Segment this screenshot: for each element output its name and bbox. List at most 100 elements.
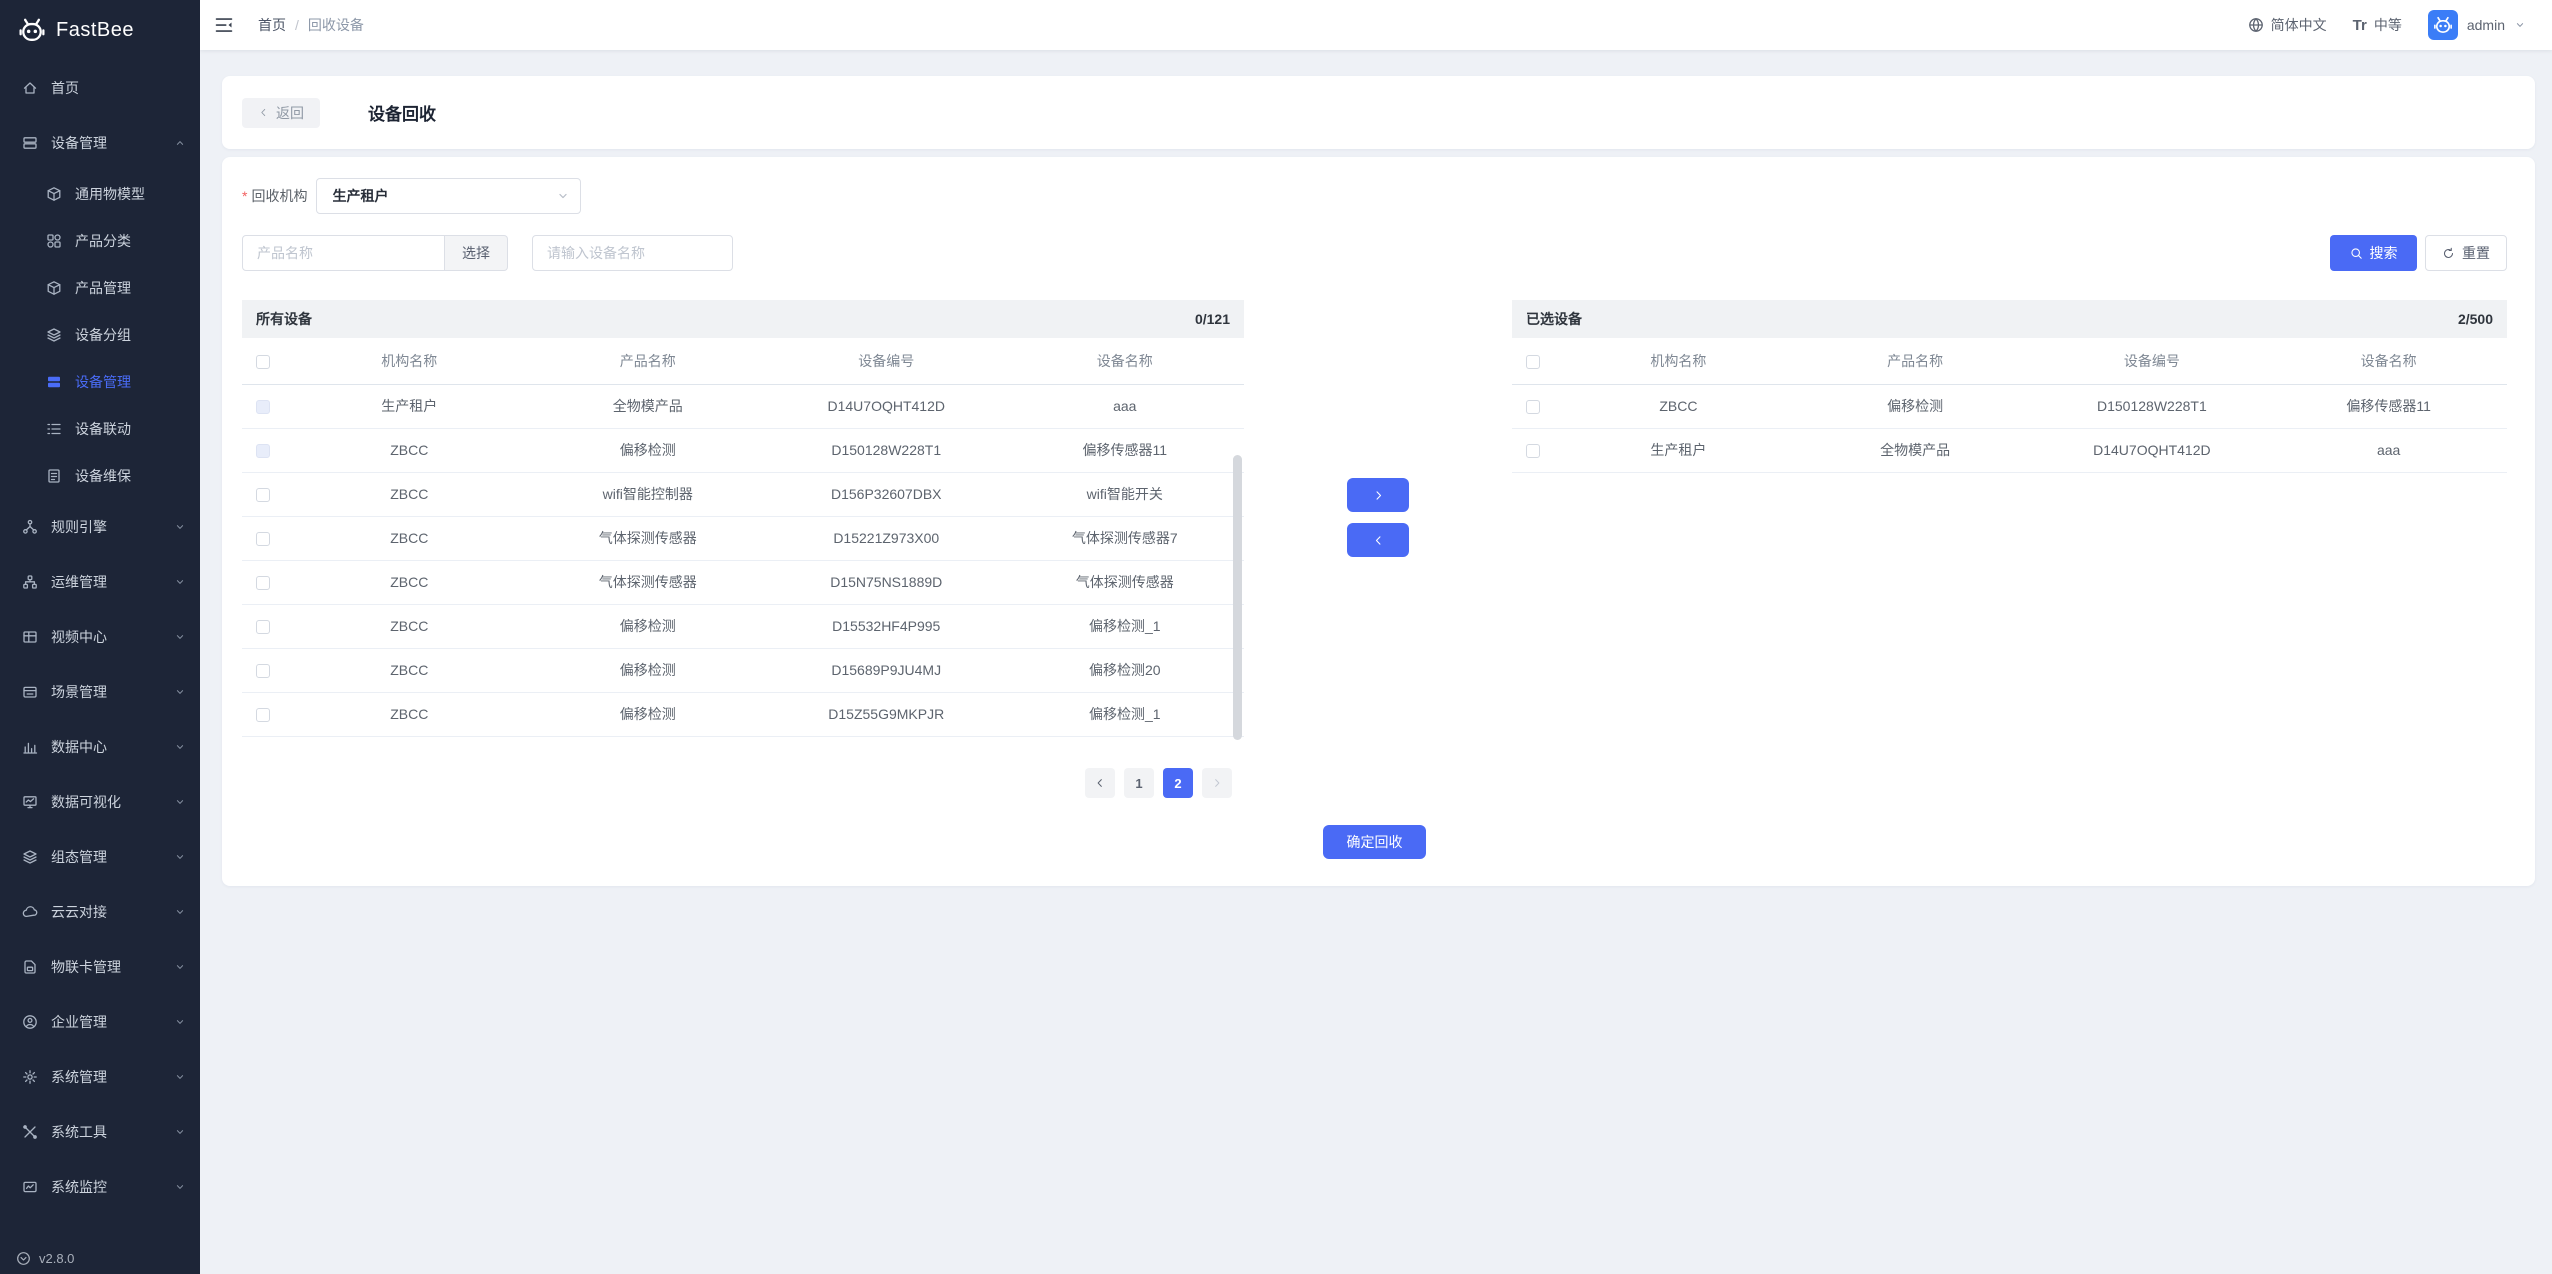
column-header: 产品名称: [1796, 338, 2034, 385]
sidebar-item-home[interactable]: 首页: [0, 60, 200, 115]
back-button[interactable]: 返回: [242, 97, 320, 128]
sidebar-item-product-category[interactable]: 产品分类: [0, 217, 200, 264]
sidebar-toggle[interactable]: [214, 15, 234, 35]
selected-devices-panel: 已选设备 2/500 机构名称 产品名称 设备编号 设备名称 ZBCC 偏移检测 D1501…: [1512, 300, 2507, 744]
confirm-recycle-button[interactable]: 确定回收: [1323, 825, 1426, 859]
product-name-input[interactable]: [242, 235, 445, 271]
chevron-down-icon: [174, 961, 186, 973]
sidebar-item-scene-management[interactable]: 场景管理: [0, 664, 200, 719]
sidebar-item-device-management[interactable]: 设备管理: [0, 115, 200, 170]
panel-count: 0/121: [1194, 311, 1230, 327]
table-row: ZBCC 偏移检测 D15532HF4P995 偏移检测_1: [242, 604, 1244, 649]
product-select-button[interactable]: 选择: [445, 235, 508, 271]
recycle-card: * 回收机构 生产租户 选择 搜索: [222, 157, 2535, 886]
select-all-checkbox[interactable]: [256, 354, 270, 369]
row-checkbox[interactable]: [1526, 400, 1540, 415]
sidebar-item-label: 数据中心: [51, 738, 107, 755]
chevron-down-icon: [174, 796, 186, 808]
row-checkbox[interactable]: [256, 708, 270, 723]
device-name-input[interactable]: [532, 235, 733, 271]
page-title: 设备回收: [368, 105, 436, 124]
select-all-cell: [1512, 338, 1560, 385]
cell-org-name: ZBCC: [290, 428, 529, 473]
sidebar-item-enterprise-management[interactable]: 企业管理: [0, 994, 200, 1049]
sidebar-item-system-tools[interactable]: 系统工具: [0, 1104, 200, 1159]
sidebar-item-general-model[interactable]: 通用物模型: [0, 170, 200, 217]
panel-title: 已选设备: [1526, 311, 1582, 327]
move-to-all-button[interactable]: [1347, 523, 1409, 557]
cell-device-name: 偏移检测20: [1005, 648, 1244, 693]
sidebar-item-product-management[interactable]: 产品管理: [0, 264, 200, 311]
chevron-down-icon: [174, 1181, 186, 1193]
table-scrollbar[interactable]: [1233, 455, 1242, 740]
username: admin: [2466, 17, 2505, 33]
org-form-row: * 回收机构 生产租户: [242, 178, 582, 214]
sidebar-item-system-management[interactable]: 系统管理: [0, 1049, 200, 1104]
sidebar-item-data-visualization[interactable]: 数据可视化: [0, 774, 200, 829]
row-checkbox[interactable]: [256, 620, 270, 635]
breadcrumb-home[interactable]: 首页: [258, 17, 286, 33]
page-content: 返回 设备回收 * 回收机构 生产租户 选择: [200, 50, 2552, 1274]
row-checkbox[interactable]: [256, 488, 270, 503]
move-to-selected-button[interactable]: [1347, 478, 1409, 512]
chevron-down-icon: [174, 521, 186, 533]
sidebar-item-topology-management[interactable]: 组态管理: [0, 829, 200, 884]
row-checkbox[interactable]: [256, 576, 270, 591]
sidebar-item-device-linkage[interactable]: 设备联动: [0, 405, 200, 452]
sidebar-item-data-center[interactable]: 数据中心: [0, 719, 200, 774]
system-tools-icon: [22, 1124, 38, 1140]
filter-form-row: 选择 搜索 重置: [242, 235, 2507, 271]
sidebar-item-label: 组态管理: [51, 848, 107, 865]
cell-device-name: 气体探测传感器: [1005, 560, 1244, 605]
cell-device-serial: D15N75NS1889D: [767, 560, 1006, 605]
pagination-prev-button[interactable]: [1085, 768, 1115, 798]
chevron-down-icon: [174, 906, 186, 918]
cell-org-name: ZBCC: [290, 692, 529, 737]
cell-device-name: aaa: [1005, 384, 1244, 429]
sidebar-item-rule-engine[interactable]: 规则引擎: [0, 499, 200, 554]
transfer-controls: [1244, 300, 1512, 744]
sidebar-item-label: 规则引擎: [51, 518, 107, 535]
sidebar-item-label: 产品管理: [75, 279, 131, 296]
select-all-checkbox[interactable]: [1526, 354, 1540, 369]
table-row: 生产租户 全物模产品 D14U7OQHT412D aaa: [242, 384, 1244, 429]
cell-device-serial: D150128W228T1: [2033, 384, 2271, 429]
chevron-left-icon: [1372, 534, 1385, 547]
pagination-page-2[interactable]: 2: [1163, 768, 1193, 798]
cell-org-name: 生产租户: [1560, 428, 1797, 473]
user-menu[interactable]: admin: [2427, 10, 2526, 40]
device-group-icon: [46, 327, 62, 343]
language-switcher[interactable]: 简体中文: [2248, 15, 2327, 35]
sidebar-item-device-group[interactable]: 设备分组: [0, 311, 200, 358]
row-checkbox[interactable]: [1526, 444, 1540, 459]
chevron-down-icon: [174, 631, 186, 643]
checkbox-cell: [1512, 428, 1560, 473]
search-button[interactable]: 搜索: [2330, 235, 2417, 271]
row-checkbox: [256, 444, 270, 459]
sidebar-item-sim-card-management[interactable]: 物联卡管理: [0, 939, 200, 994]
cell-device-name: 气体探测传感器7: [1005, 516, 1244, 561]
globe-icon: [2248, 17, 2264, 33]
all-devices-panel: 所有设备 0/121 机构名称 产品名称 设备编号 设备名称 生产租户 全物模产品 D14U…: [242, 300, 1244, 798]
sidebar-item-device-maintenance[interactable]: 设备维保: [0, 452, 200, 499]
org-select[interactable]: 生产租户: [316, 178, 582, 214]
cell-device-name: 偏移传感器11: [1005, 428, 1244, 473]
font-size-switcher[interactable]: Tr 中等: [2353, 15, 2402, 35]
reset-button[interactable]: 重置: [2425, 235, 2507, 271]
row-checkbox: [256, 400, 270, 415]
data-center-icon: [22, 739, 38, 755]
chevron-down-icon: [174, 741, 186, 753]
sidebar-item-video-center[interactable]: 视频中心: [0, 609, 200, 664]
selected-devices-table: 机构名称 产品名称 设备编号 设备名称 ZBCC 偏移检测 D150128W228T1 偏移传…: [1512, 338, 2507, 473]
table-row: ZBCC 偏移检测 D150128W228T1 偏移传感器11: [242, 428, 1244, 473]
font-size-label: 中等: [2373, 17, 2402, 33]
sidebar-item-cloud-connect[interactable]: 云云对接: [0, 884, 200, 939]
row-checkbox[interactable]: [256, 532, 270, 547]
sidebar-item-system-monitor[interactable]: 系统监控: [0, 1159, 200, 1214]
sidebar-item-device-list[interactable]: 设备管理: [0, 358, 200, 405]
pagination-page-1[interactable]: 1: [1124, 768, 1154, 798]
row-checkbox[interactable]: [256, 664, 270, 679]
table-row: ZBCC 气体探测传感器 D15N75NS1889D 气体探测传感器: [242, 560, 1244, 605]
sidebar-item-ops-management[interactable]: 运维管理: [0, 554, 200, 609]
